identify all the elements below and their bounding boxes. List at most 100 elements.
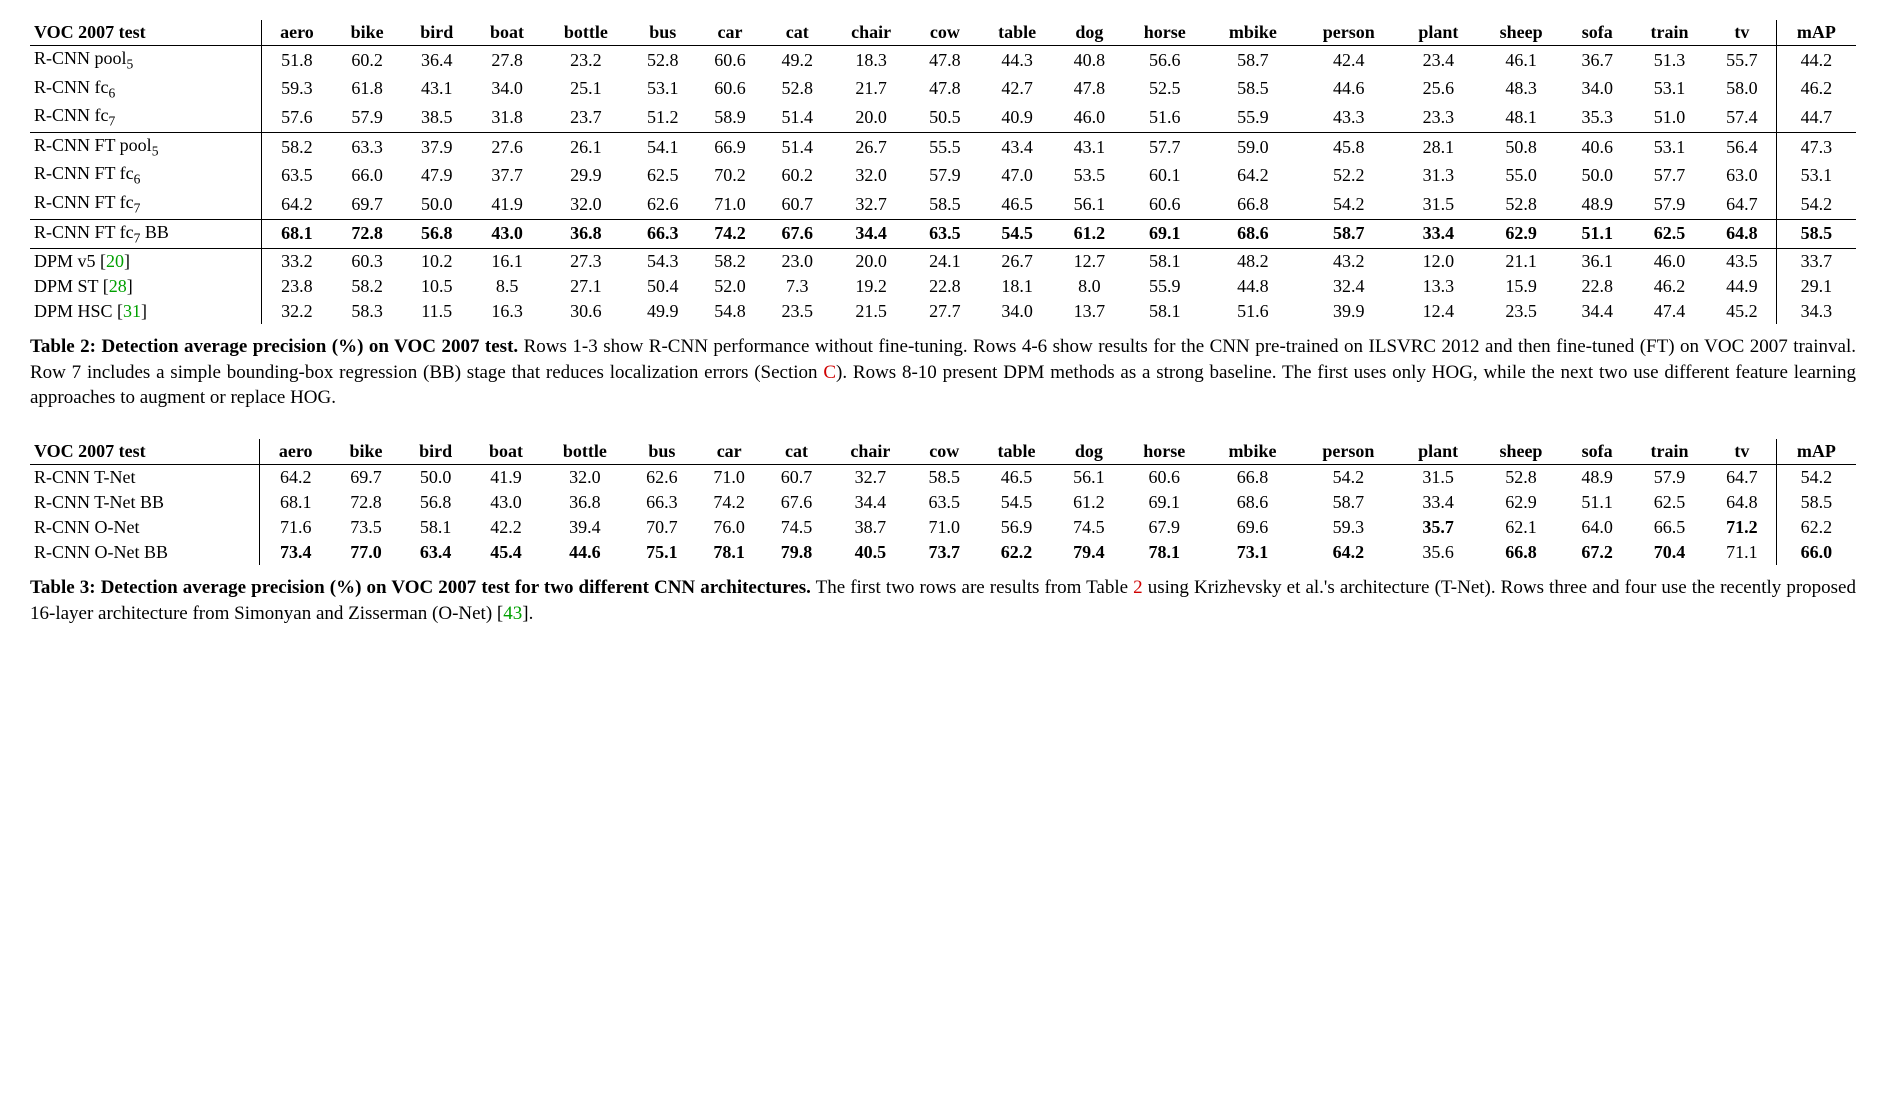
table-cell: 60.7	[764, 190, 831, 219]
table-cell-map: 33.7	[1776, 249, 1856, 275]
table-row: DPM v5 [20]33.260.310.216.127.354.358.22…	[30, 249, 1856, 275]
col-header-map: mAP	[1776, 439, 1856, 465]
caption-text: ].	[522, 603, 533, 624]
col-header: sheep	[1478, 439, 1563, 465]
row-label: DPM HSC [31]	[30, 299, 261, 324]
table-cell: 60.2	[764, 161, 831, 190]
table-cell: 60.2	[332, 46, 402, 75]
table-cell-map: 34.3	[1776, 299, 1856, 324]
table-cell: 58.2	[261, 132, 332, 161]
table-cell: 66.5	[1631, 515, 1708, 540]
table-cell: 40.6	[1564, 132, 1631, 161]
table-cell: 64.7	[1708, 465, 1776, 491]
table-cell: 43.0	[472, 219, 543, 249]
citation-ref[interactable]: 43	[503, 603, 522, 624]
table-3: VOC 2007 testaerobikebirdboatbottlebusca…	[30, 439, 1856, 565]
table-cell: 53.1	[629, 75, 696, 104]
table-cell: 49.2	[764, 46, 831, 75]
table-cell: 67.9	[1123, 515, 1207, 540]
table-cell: 62.9	[1478, 490, 1563, 515]
table-cell: 54.8	[696, 299, 763, 324]
table-cell: 59.3	[1299, 515, 1398, 540]
col-header: aero	[261, 20, 332, 46]
table-cell: 46.0	[1056, 103, 1123, 132]
table-cell: 27.3	[543, 249, 630, 275]
table-cell: 71.2	[1708, 515, 1776, 540]
table-cell: 26.7	[831, 132, 911, 161]
table-cell: 62.2	[978, 540, 1055, 565]
table-cell: 69.7	[332, 190, 402, 219]
col-header: bus	[629, 20, 696, 46]
citation-ref[interactable]: 20	[106, 251, 124, 271]
table-cell: 54.1	[629, 132, 696, 161]
table-cell: 48.2	[1206, 249, 1299, 275]
table-cell: 74.2	[696, 490, 763, 515]
table-cell: 23.8	[261, 274, 332, 299]
table-cell: 44.6	[542, 540, 629, 565]
table-cell: 24.1	[911, 249, 978, 275]
table-cell: 56.4	[1708, 132, 1776, 161]
col-header: bike	[332, 20, 402, 46]
table-cell: 40.8	[1056, 46, 1123, 75]
table-cell: 37.7	[472, 161, 543, 190]
col-header: bird	[402, 20, 472, 46]
table-cell: 51.0	[1631, 103, 1708, 132]
table-cell-map: 66.0	[1776, 540, 1856, 565]
table-cell: 63.3	[332, 132, 402, 161]
col-header: bike	[331, 439, 401, 465]
table-2-caption: Table 2: Detection average precision (%)…	[30, 334, 1856, 411]
table-cell: 43.5	[1708, 249, 1776, 275]
col-header: table	[978, 439, 1055, 465]
table-cell: 57.9	[1631, 465, 1708, 491]
table-cell-map: 53.1	[1776, 161, 1856, 190]
table-cell: 54.2	[1299, 190, 1398, 219]
table-cell: 54.3	[629, 249, 696, 275]
table-cell: 64.2	[1206, 161, 1299, 190]
table-cell: 12.7	[1056, 249, 1123, 275]
table-cell: 20.0	[831, 249, 911, 275]
table-cell: 72.8	[331, 490, 401, 515]
table-cell: 79.8	[763, 540, 830, 565]
row-label: R-CNN T-Net	[30, 465, 260, 491]
table-cell: 18.1	[979, 274, 1056, 299]
table-row: DPM ST [28]23.858.210.58.527.150.452.07.…	[30, 274, 1856, 299]
table-cell: 46.2	[1631, 274, 1708, 299]
table-cell: 51.8	[261, 46, 332, 75]
table-cell: 52.5	[1123, 75, 1206, 104]
col-header-method: VOC 2007 test	[30, 439, 260, 465]
table-cell: 46.1	[1479, 46, 1564, 75]
table-cell: 57.7	[1123, 132, 1206, 161]
table-cell: 10.2	[402, 249, 472, 275]
citation-ref[interactable]: 31	[123, 301, 141, 321]
table-cell: 35.3	[1564, 103, 1631, 132]
table-cell: 52.8	[629, 46, 696, 75]
table-cell: 70.2	[696, 161, 763, 190]
table-cell: 71.6	[260, 515, 331, 540]
col-header: person	[1299, 20, 1398, 46]
table-cell: 26.7	[979, 249, 1056, 275]
citation-ref[interactable]: 28	[109, 276, 127, 296]
col-header: dog	[1056, 20, 1123, 46]
table-cell: 34.4	[830, 490, 910, 515]
section-ref[interactable]: C	[823, 362, 836, 383]
row-label: R-CNN T-Net BB	[30, 490, 260, 515]
table-cell: 51.6	[1206, 299, 1299, 324]
table-ref[interactable]: 2	[1133, 577, 1143, 598]
table-cell: 41.9	[470, 465, 541, 491]
table-cell: 38.7	[830, 515, 910, 540]
table-cell: 7.3	[764, 274, 831, 299]
table-cell: 23.3	[1398, 103, 1478, 132]
col-header: dog	[1055, 439, 1122, 465]
col-header: table	[979, 20, 1056, 46]
table-row: R-CNN FT pool558.263.337.927.626.154.166…	[30, 132, 1856, 161]
table-cell: 62.6	[629, 190, 696, 219]
table-cell: 36.1	[1564, 249, 1631, 275]
table-cell: 60.3	[332, 249, 402, 275]
table-cell: 68.6	[1206, 490, 1299, 515]
table-cell: 51.1	[1564, 490, 1631, 515]
table-cell: 66.3	[628, 490, 695, 515]
col-header: mbike	[1206, 20, 1299, 46]
table-cell: 71.1	[1708, 540, 1776, 565]
table-cell-map: 44.7	[1776, 103, 1856, 132]
table-cell: 67.6	[763, 490, 830, 515]
